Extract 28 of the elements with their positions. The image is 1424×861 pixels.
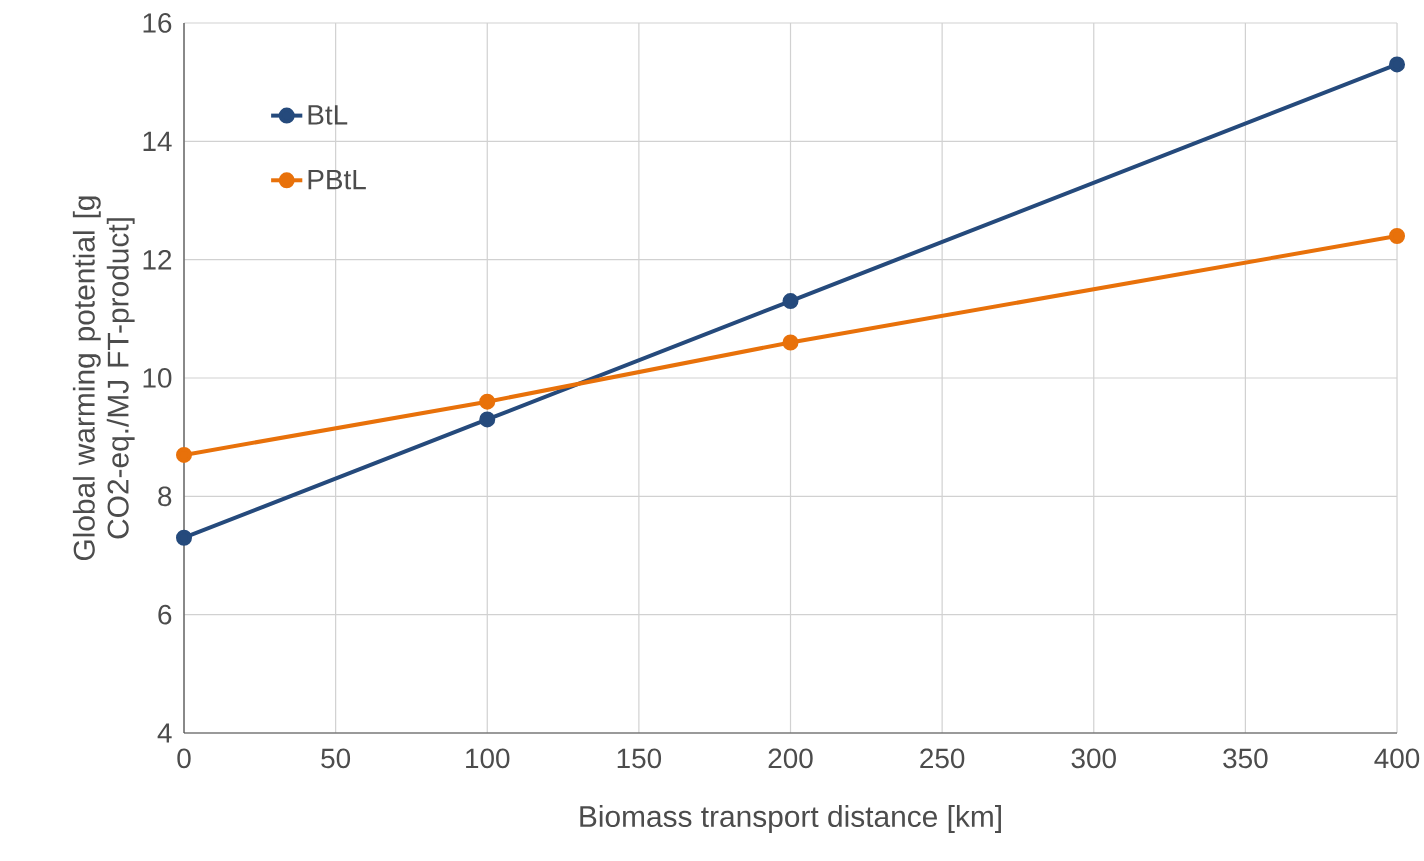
legend-label: BtL — [308, 105, 348, 125]
x-tick-label: 400 — [1374, 748, 1420, 769]
y-tick-label: 14 — [143, 131, 172, 151]
point — [479, 411, 496, 428]
legend-label: PBtL — [308, 169, 366, 190]
y-tick-label: 6 — [158, 604, 172, 625]
point — [1389, 227, 1406, 244]
x-tick-label: 150 — [617, 748, 662, 769]
y-axis-title: Global warming potential [g CO2-eq./MJ FT-product] — [72, 196, 135, 561]
x-tick-label: 250 — [920, 748, 965, 769]
point — [1389, 56, 1406, 73]
x-tick-label: 50 — [321, 748, 351, 769]
point — [782, 293, 799, 310]
point — [782, 334, 799, 351]
y-tick-label: 8 — [158, 486, 172, 507]
x-tick-label: 350 — [1223, 748, 1268, 769]
x-tick-label: 0 — [177, 748, 191, 769]
y-tick-label: 12 — [143, 249, 172, 270]
point — [176, 446, 192, 463]
y-tick-label: 4 — [157, 723, 172, 743]
point — [176, 529, 192, 546]
x-tick-label: 100 — [466, 748, 510, 769]
y-tick-label: 10 — [143, 368, 172, 388]
x-tick-label: 300 — [1071, 748, 1116, 769]
point — [479, 393, 496, 410]
x-axis-title: Biomass transport distance [km] — [580, 805, 1001, 833]
y-tick-label: 16 — [143, 13, 172, 33]
x-tick-label: 200 — [768, 748, 813, 769]
